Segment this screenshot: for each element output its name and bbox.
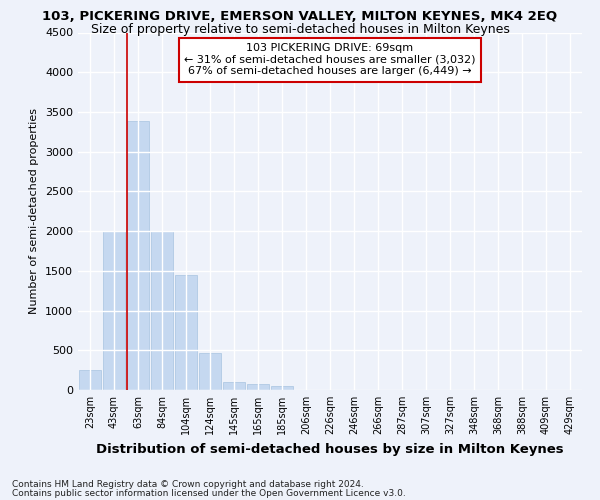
Text: 103 PICKERING DRIVE: 69sqm
← 31% of semi-detached houses are smaller (3,032)
67%: 103 PICKERING DRIVE: 69sqm ← 31% of semi… [184,43,476,76]
Bar [271,386,293,390]
X-axis label: Distribution of semi-detached houses by size in Milton Keynes: Distribution of semi-detached houses by … [96,442,564,456]
Text: Contains public sector information licensed under the Open Government Licence v3: Contains public sector information licen… [12,488,406,498]
Bar [247,384,269,390]
Bar [223,382,245,390]
Y-axis label: Number of semi-detached properties: Number of semi-detached properties [29,108,40,314]
Text: Contains HM Land Registry data © Crown copyright and database right 2024.: Contains HM Land Registry data © Crown c… [12,480,364,489]
Bar [79,370,101,390]
Bar [127,122,149,390]
Text: 103, PICKERING DRIVE, EMERSON VALLEY, MILTON KEYNES, MK4 2EQ: 103, PICKERING DRIVE, EMERSON VALLEY, MI… [43,10,557,23]
Bar [175,275,197,390]
Bar [199,354,221,390]
Text: Size of property relative to semi-detached houses in Milton Keynes: Size of property relative to semi-detach… [91,22,509,36]
Bar [151,231,173,390]
Bar [103,231,125,390]
